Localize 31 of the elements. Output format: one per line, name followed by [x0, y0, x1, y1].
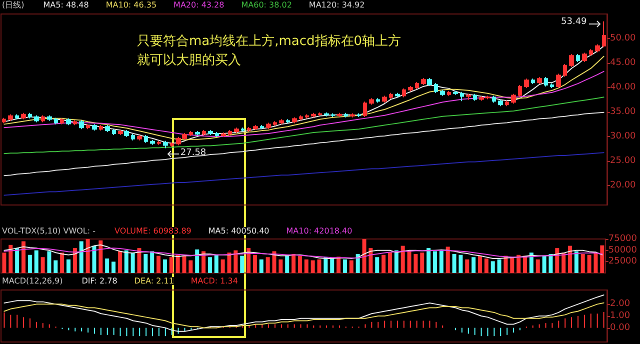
text: MA60: 38.02	[241, 0, 292, 10]
y-tick-label: 20.00	[610, 180, 636, 190]
y-tick-label: 25000	[608, 256, 638, 267]
y-tick-label: 75000	[608, 234, 638, 244]
y-tick-label: 30.00	[610, 131, 636, 142]
text: MACD: 1.34	[190, 276, 238, 286]
series-label: VOLUME: 60983.89	[114, 226, 192, 236]
text: DEA: 2.11	[134, 276, 174, 286]
y-tick-label: 1.00	[610, 311, 630, 321]
text: MA20: 43.28	[174, 0, 224, 10]
y-tick-label: 25.00	[610, 156, 636, 166]
text: MA120: 34.92	[308, 0, 365, 10]
text: DIF: 2.78	[82, 276, 118, 286]
y-tick-label: 40.00	[610, 82, 636, 92]
text: MA10: 46.35	[106, 0, 157, 10]
annotation: 就可以大胆的买入	[137, 52, 241, 69]
text: MA5: 48.48	[43, 0, 89, 10]
chart-title: VOL-TDX(5,10) VWOL: -	[2, 226, 96, 236]
y-tick-label: 35.00	[610, 106, 636, 117]
annotation: 只要符合ma均线在上方,macd指标在0轴上方	[137, 33, 402, 50]
text: MA10: 42018.40	[286, 226, 352, 236]
annotation: 53.49	[561, 17, 587, 28]
annotation: 27.58	[180, 148, 206, 158]
y-tick-label: 45.00	[610, 58, 636, 68]
y-tick-label: 0.00	[610, 322, 630, 333]
text: MA5: 40050.40	[208, 226, 270, 236]
chart-title: (日线)	[2, 0, 24, 10]
y-tick-label: 50.00	[610, 33, 636, 44]
y-tick-label: 2.00	[610, 299, 630, 310]
chart-title: MACD(12,26,9)	[2, 276, 63, 286]
y-tick-label: 50000	[608, 245, 638, 256]
